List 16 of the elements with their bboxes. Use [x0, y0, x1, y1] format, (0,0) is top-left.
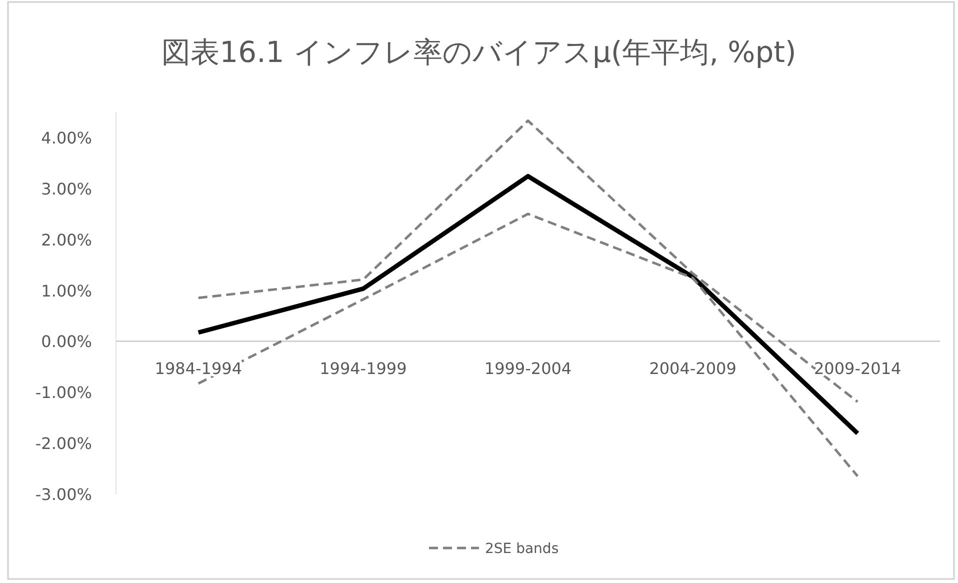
legend-label: 2SE bands [485, 541, 559, 557]
x-tick-label: 2009-2014 [814, 359, 902, 378]
y-tick-label: -3.00% [35, 485, 92, 504]
y-tick-label: -1.00% [35, 383, 92, 402]
x-tick-label: 1994-1999 [320, 359, 407, 378]
y-tick-label: 4.00% [41, 128, 92, 148]
x-tick-label: 1984-1994 [154, 359, 242, 378]
y-tick-label: 1.00% [41, 281, 92, 300]
y-tick-label: 2.00% [41, 230, 92, 250]
legend: 2SE bands [429, 541, 559, 557]
y-tick-label: 0.00% [41, 332, 92, 352]
y-tick-label: -2.00% [35, 434, 92, 454]
x-tick-label: 2004-2009 [649, 359, 736, 378]
x-tick-label: 1999-2004 [484, 359, 572, 378]
y-tick-label: 3.00% [41, 179, 92, 198]
chart-title: 図表16.1 インフレ率のバイアスμ(年平均, %pt) [162, 35, 796, 69]
